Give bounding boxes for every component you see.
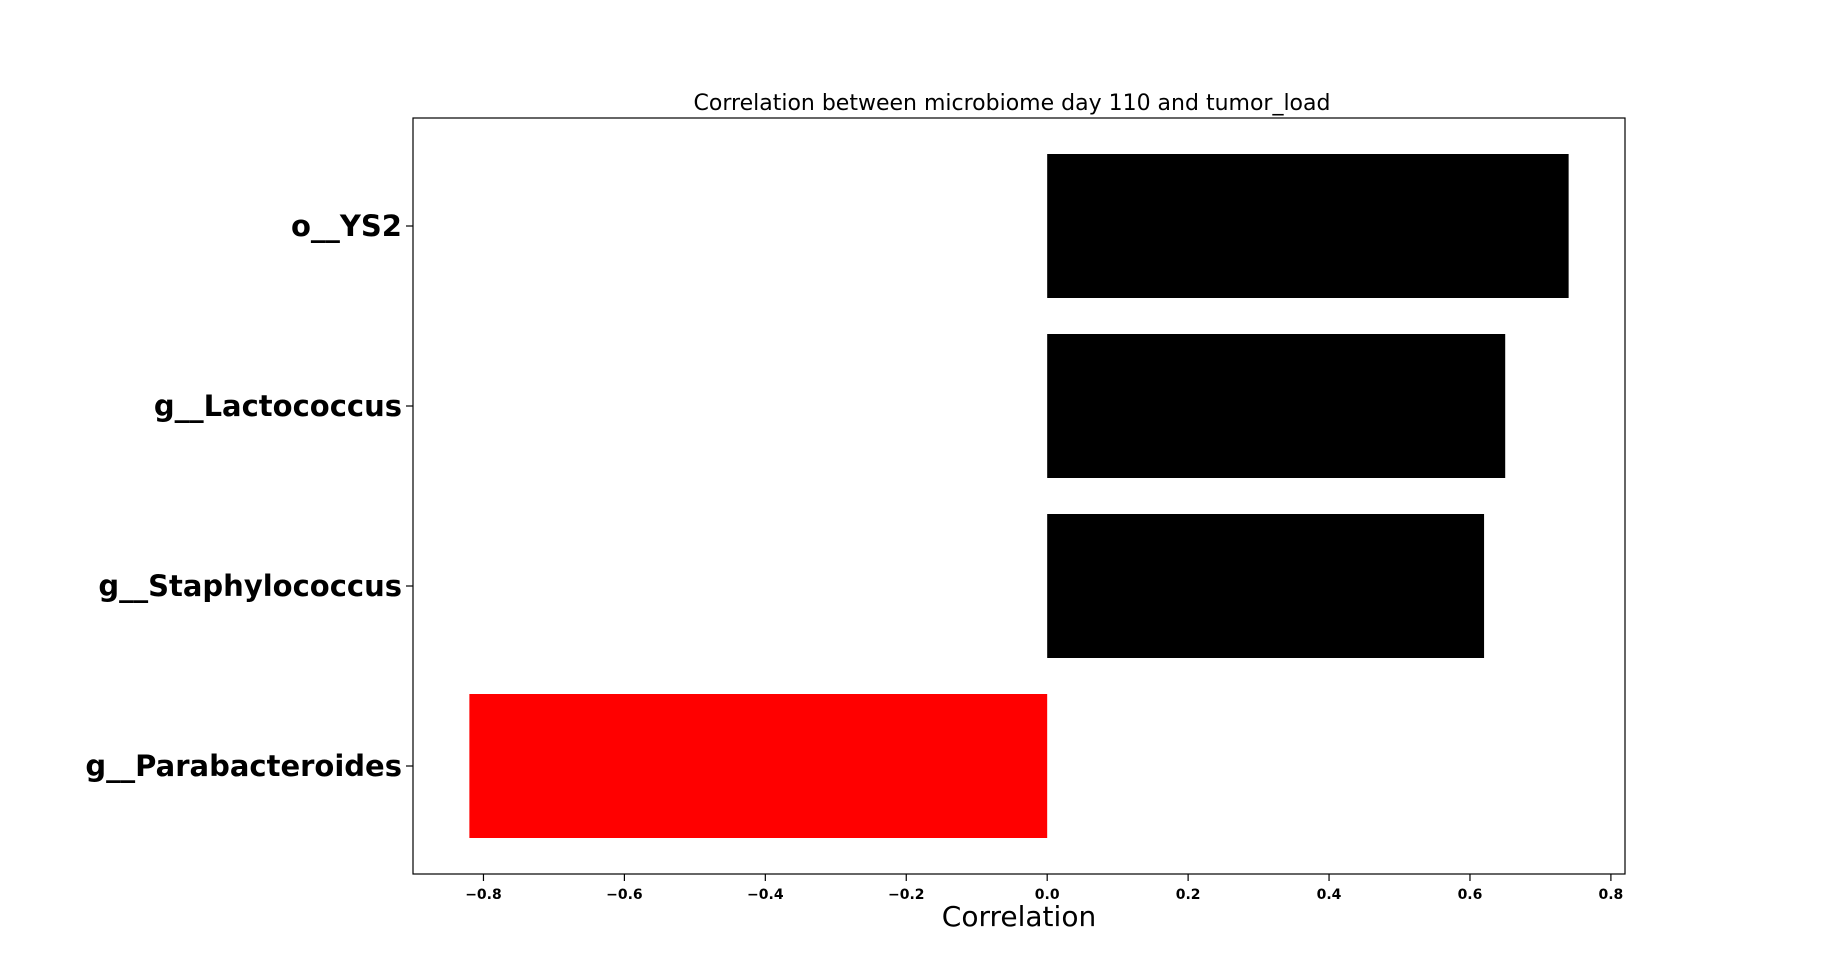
x-tick-label-3: −0.2	[888, 887, 925, 903]
y-tick-label-3: g__Parabacteroides	[85, 749, 402, 783]
bar-0	[1047, 154, 1569, 298]
x-tick-label-1: −0.6	[606, 887, 643, 903]
x-tick-label-7: 0.6	[1458, 887, 1483, 903]
x-tick-label-8: 0.8	[1599, 887, 1624, 903]
chart-title: Correlation between microbiome day 110 a…	[694, 91, 1331, 116]
y-tick-label-0: o__YS2	[291, 209, 402, 243]
y-axis: o__YS2 g__Lactococcus g__Staphylococcus g__…	[85, 209, 413, 783]
y-tick-label-1: g__Lactococcus	[154, 389, 402, 423]
plot-frame	[412, 117, 1626, 875]
x-tick-label-0: −0.8	[465, 887, 502, 903]
x-tick-label-6: 0.4	[1317, 887, 1342, 903]
x-axis-label: Correlation	[942, 900, 1096, 933]
x-tick-label-5: 0.2	[1176, 887, 1201, 903]
x-tick-label-2: −0.4	[747, 887, 784, 903]
bars-group	[469, 154, 1569, 838]
x-tick-label-4: 0.0	[1035, 887, 1060, 903]
bar-2	[1047, 514, 1485, 658]
y-tick-label-2: g__Staphylococcus	[98, 569, 402, 603]
bar-3	[469, 694, 1048, 838]
x-axis: −0.8 −0.6 −0.4 −0.2 0.0 0.2 0.4 0.6 0.8	[465, 874, 1623, 903]
bar-1	[1047, 334, 1506, 478]
